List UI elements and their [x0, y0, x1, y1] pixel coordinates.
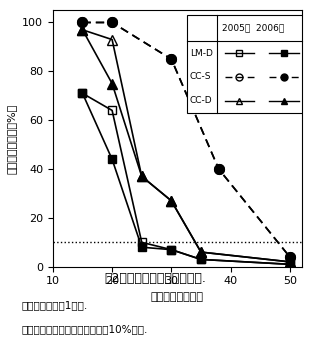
Text: CC-D: CC-D — [190, 96, 212, 105]
Text: 2005年 2006年: 2005年 2006年 — [195, 18, 259, 28]
Text: 2005年  2006年: 2005年 2006年 — [222, 24, 284, 33]
X-axis label: 播種後日数（日）: 播種後日数（日） — [151, 292, 204, 302]
Text: LM-D: LM-D — [190, 49, 213, 57]
Text: 図中の点線は相対光量子密度＝10%の線.: 図中の点線は相対光量子密度＝10%の線. — [22, 324, 148, 334]
Bar — [187, 15, 302, 113]
Text: 処理の記号は表1参照.: 処理の記号は表1参照. — [22, 300, 88, 310]
Text: CC-S: CC-S — [190, 73, 211, 81]
Y-axis label: 相対光量子密度（%）: 相対光量子密度（%） — [7, 103, 16, 174]
Text: 図2　相対光量子密度の推移.: 図2 相対光量子密度の推移. — [104, 272, 207, 285]
